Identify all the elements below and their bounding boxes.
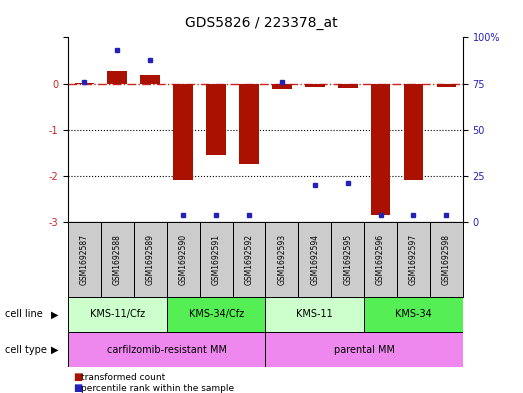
- Text: KMS-34/Cfz: KMS-34/Cfz: [188, 309, 244, 320]
- Text: GSM1692595: GSM1692595: [343, 234, 352, 285]
- Bar: [200, 222, 233, 297]
- Bar: [233, 222, 266, 297]
- Text: GSM1692594: GSM1692594: [310, 234, 319, 285]
- Text: KMS-11: KMS-11: [297, 309, 333, 320]
- Bar: [206, 83, 226, 155]
- Text: GSM1692596: GSM1692596: [376, 234, 385, 285]
- Bar: [272, 83, 292, 89]
- Bar: [371, 83, 391, 215]
- Text: GSM1692593: GSM1692593: [277, 234, 287, 285]
- Text: percentile rank within the sample: percentile rank within the sample: [81, 384, 234, 393]
- Bar: [305, 83, 325, 87]
- Text: cell type: cell type: [5, 345, 47, 355]
- Bar: [239, 83, 259, 164]
- Text: ▶: ▶: [51, 345, 59, 355]
- Text: GSM1692590: GSM1692590: [179, 234, 188, 285]
- Text: ■: ■: [73, 383, 83, 393]
- Bar: [167, 222, 200, 297]
- Bar: [298, 222, 331, 297]
- Text: GSM1692591: GSM1692591: [212, 234, 221, 285]
- Text: parental MM: parental MM: [334, 345, 395, 355]
- Bar: [68, 297, 167, 332]
- Text: GSM1692587: GSM1692587: [80, 234, 89, 285]
- Text: KMS-34: KMS-34: [395, 309, 432, 320]
- Bar: [430, 222, 463, 297]
- Text: GSM1692589: GSM1692589: [146, 234, 155, 285]
- Text: cell line: cell line: [5, 309, 43, 320]
- Text: GSM1692597: GSM1692597: [409, 234, 418, 285]
- Text: GSM1692588: GSM1692588: [113, 234, 122, 285]
- Bar: [167, 297, 266, 332]
- Bar: [331, 222, 364, 297]
- Text: GSM1692598: GSM1692598: [442, 234, 451, 285]
- Bar: [134, 222, 167, 297]
- Bar: [364, 297, 463, 332]
- Text: ▶: ▶: [51, 309, 59, 320]
- Bar: [266, 222, 298, 297]
- Bar: [101, 222, 134, 297]
- Bar: [404, 83, 423, 180]
- Bar: [68, 332, 266, 367]
- Bar: [108, 71, 127, 83]
- Bar: [397, 222, 430, 297]
- Text: ■: ■: [73, 372, 83, 382]
- Text: KMS-11/Cfz: KMS-11/Cfz: [90, 309, 145, 320]
- Bar: [173, 83, 193, 180]
- Bar: [437, 83, 456, 87]
- Bar: [266, 332, 463, 367]
- Bar: [266, 297, 364, 332]
- Bar: [68, 222, 101, 297]
- Bar: [364, 222, 397, 297]
- Bar: [338, 83, 358, 88]
- Text: GDS5826 / 223378_at: GDS5826 / 223378_at: [185, 16, 338, 30]
- Text: carfilzomib-resistant MM: carfilzomib-resistant MM: [107, 345, 226, 355]
- Text: transformed count: transformed count: [81, 373, 165, 382]
- Bar: [140, 75, 160, 83]
- Text: GSM1692592: GSM1692592: [244, 234, 254, 285]
